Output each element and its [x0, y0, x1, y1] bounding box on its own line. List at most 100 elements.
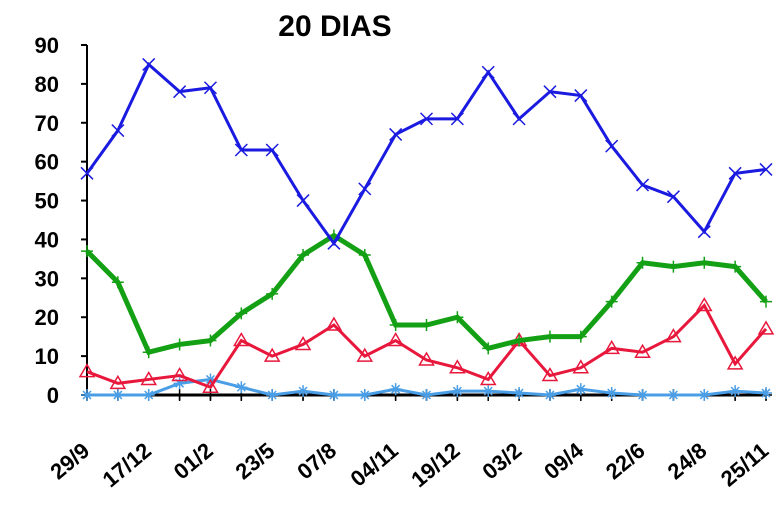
marker	[574, 89, 588, 103]
marker	[541, 367, 559, 382]
marker-shape	[235, 381, 248, 394]
marker	[327, 389, 340, 401]
marker	[235, 307, 248, 320]
marker-shape	[513, 334, 526, 347]
marker	[636, 178, 650, 192]
marker-shape	[729, 260, 742, 273]
marker-shape	[449, 359, 466, 374]
marker-shape	[757, 320, 775, 335]
marker-shape	[634, 343, 651, 358]
marker	[111, 389, 124, 401]
marker-shape	[109, 374, 127, 390]
marker	[572, 359, 590, 374]
x-tick-label: 23/5	[231, 438, 280, 485]
marker-shape	[543, 330, 556, 343]
marker-shape	[78, 363, 96, 378]
marker	[235, 381, 248, 394]
marker	[389, 319, 402, 331]
marker	[142, 389, 155, 401]
y-tick-label: 30	[35, 266, 59, 291]
marker-shape	[543, 85, 557, 99]
marker	[574, 383, 587, 396]
x-tick-label: 24/8	[663, 438, 712, 485]
marker-shape	[481, 65, 495, 79]
marker-shape	[358, 389, 371, 401]
marker	[759, 162, 773, 176]
marker-shape	[81, 389, 93, 401]
marker-shape	[387, 332, 404, 347]
marker	[266, 287, 279, 300]
marker-shape	[233, 332, 250, 347]
marker-shape	[204, 334, 217, 347]
marker	[450, 112, 464, 126]
marker-shape	[451, 385, 464, 398]
marker-shape	[667, 389, 680, 401]
series-line	[86, 303, 768, 390]
marker-shape	[173, 85, 187, 99]
marker	[605, 139, 619, 153]
marker	[296, 194, 310, 208]
marker-shape	[665, 328, 682, 343]
marker-shape	[695, 297, 713, 312]
marker	[636, 256, 649, 269]
x-tick-label: 17/12	[98, 438, 156, 493]
marker-shape	[574, 330, 587, 343]
marker-shape	[142, 389, 155, 401]
marker-shape	[513, 387, 526, 400]
x-tick-label: 01/2	[169, 438, 218, 485]
marker	[695, 297, 713, 312]
marker-shape	[760, 387, 772, 400]
x-tick-label: 22/6	[601, 438, 650, 485]
marker-shape	[572, 359, 590, 374]
x-tick-label: 03/2	[477, 438, 526, 485]
y-tick-label: 70	[35, 111, 59, 136]
marker-shape	[697, 225, 711, 239]
marker-shape	[482, 385, 495, 398]
marker-shape	[759, 162, 773, 176]
marker-shape	[111, 276, 124, 289]
marker-shape	[296, 194, 310, 208]
marker-shape	[173, 389, 186, 401]
marker-shape	[81, 245, 93, 258]
marker-shape	[512, 112, 526, 126]
marker-shape	[80, 166, 94, 180]
marker-shape	[173, 377, 186, 390]
marker	[142, 57, 156, 71]
marker-shape	[729, 385, 742, 398]
marker-shape	[234, 143, 248, 157]
marker	[760, 387, 772, 400]
x-tick-label: 07/8	[292, 438, 341, 485]
marker	[726, 355, 744, 370]
marker-shape	[356, 347, 374, 362]
marker	[263, 347, 281, 362]
marker-shape	[263, 347, 281, 362]
marker	[233, 332, 250, 347]
marker-shape	[142, 57, 156, 71]
marker-shape	[418, 351, 435, 366]
marker	[173, 377, 186, 390]
marker-shape	[636, 178, 650, 192]
marker-shape	[204, 389, 217, 401]
marker-shape	[389, 319, 402, 331]
marker	[419, 112, 434, 126]
y-tick-label: 0	[47, 383, 59, 408]
marker-shape	[698, 256, 711, 269]
marker-shape	[297, 249, 310, 261]
marker	[729, 260, 742, 273]
marker-shape	[420, 319, 433, 331]
marker-shape	[111, 124, 125, 138]
marker	[111, 276, 124, 289]
marker	[109, 374, 127, 390]
marker	[636, 389, 649, 401]
marker-shape	[203, 81, 217, 95]
marker	[543, 330, 556, 343]
x-tick-label: 29/9	[45, 438, 94, 485]
marker-shape	[636, 389, 649, 401]
y-tick-label: 50	[35, 189, 59, 214]
marker	[297, 249, 310, 261]
marker	[418, 351, 435, 366]
marker-shape	[358, 182, 372, 196]
marker	[81, 245, 93, 258]
marker-shape	[543, 389, 556, 401]
